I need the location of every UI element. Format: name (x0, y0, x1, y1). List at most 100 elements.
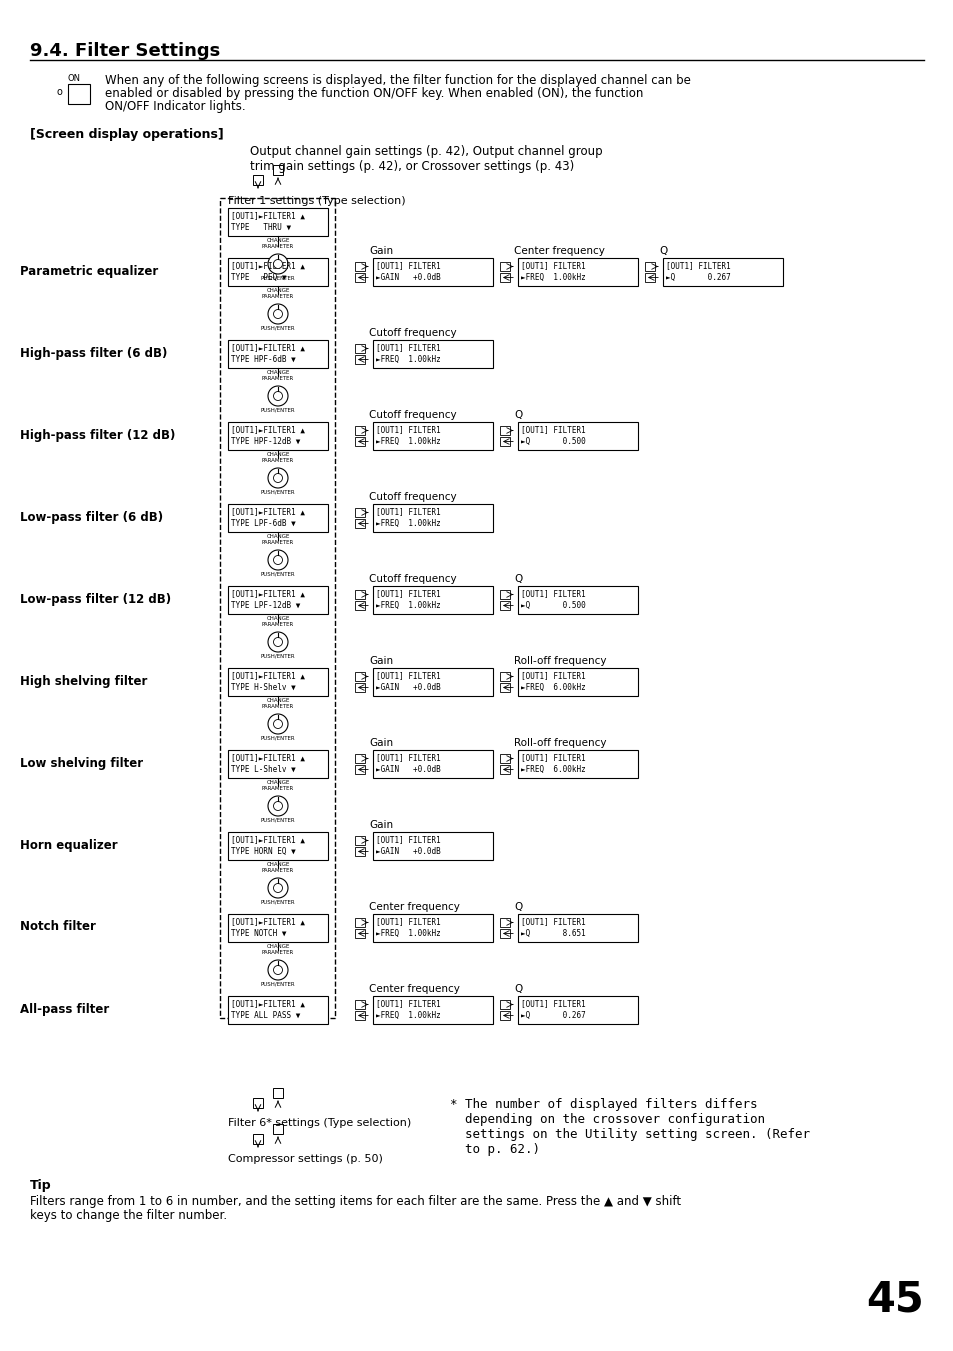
Bar (228, 996, 328, 1024)
Text: PUSH/ENTER: PUSH/ENTER (260, 898, 295, 904)
Text: PUSH/ENTER: PUSH/ENTER (260, 489, 295, 494)
Text: [OUT1]►FILTER1 ▲: [OUT1]►FILTER1 ▲ (231, 507, 305, 516)
Text: ►FREQ  1.00kHz: ►FREQ 1.00kHz (375, 1011, 440, 1020)
Text: TYPE HORN EQ ▼: TYPE HORN EQ ▼ (231, 847, 295, 857)
Text: ON: ON (68, 74, 81, 82)
Text: ►Q       0.267: ►Q 0.267 (665, 273, 730, 282)
Bar (499, 273, 510, 282)
Text: [OUT1]►FILTER1 ▲: [OUT1]►FILTER1 ▲ (231, 211, 305, 220)
Text: PUSH/ENTER: PUSH/ENTER (260, 817, 295, 821)
Bar (499, 1011, 510, 1020)
Text: High-pass filter (6 dB): High-pass filter (6 dB) (20, 346, 167, 359)
Bar (228, 832, 328, 861)
Text: CHANGE
PARAMETER: CHANGE PARAMETER (262, 534, 294, 544)
Text: Parametric equalizer: Parametric equalizer (20, 265, 158, 277)
Text: Low-pass filter (12 dB): Low-pass filter (12 dB) (20, 593, 171, 605)
Bar (499, 426, 510, 435)
Bar (228, 340, 328, 367)
Text: PUSH/ENTER: PUSH/ENTER (260, 735, 295, 740)
Text: ►FREQ  1.00kHz: ►FREQ 1.00kHz (520, 273, 585, 282)
Bar (355, 601, 365, 611)
Text: ►FREQ  1.00kHz: ►FREQ 1.00kHz (375, 929, 440, 938)
Circle shape (274, 638, 282, 647)
Text: [OUT1]►FILTER1 ▲: [OUT1]►FILTER1 ▲ (231, 917, 305, 925)
Text: Q: Q (659, 246, 666, 255)
Bar (253, 1133, 263, 1144)
Bar (355, 345, 365, 353)
Bar (228, 667, 328, 696)
Text: TYPE ALL PASS ▼: TYPE ALL PASS ▼ (231, 1011, 300, 1020)
Text: Gain: Gain (369, 657, 393, 666)
Text: TYPE LPF-12dB ▼: TYPE LPF-12dB ▼ (231, 601, 300, 611)
Bar (499, 671, 510, 681)
Text: PUSH/ENTER: PUSH/ENTER (260, 653, 295, 658)
Bar (662, 258, 782, 286)
Text: CHANGE
PARAMETER: CHANGE PARAMETER (262, 370, 294, 381)
Text: High-pass filter (12 dB): High-pass filter (12 dB) (20, 428, 175, 442)
Text: [Screen display operations]: [Screen display operations] (30, 128, 224, 141)
Text: [OUT1]►FILTER1 ▲: [OUT1]►FILTER1 ▲ (231, 426, 305, 434)
Circle shape (274, 473, 282, 482)
Text: ►GAIN   +0.0dB: ►GAIN +0.0dB (375, 684, 440, 692)
Circle shape (268, 632, 288, 653)
Text: Low shelving filter: Low shelving filter (20, 757, 143, 770)
Text: ►Q       8.651: ►Q 8.651 (520, 929, 585, 938)
Text: ►GAIN   +0.0dB: ►GAIN +0.0dB (375, 765, 440, 774)
Text: * The number of displayed filters differs
  depending on the crossover configura: * The number of displayed filters differ… (450, 1098, 809, 1156)
Bar (373, 258, 493, 286)
Text: Gain: Gain (369, 246, 393, 255)
Circle shape (268, 467, 288, 488)
Text: CHANGE
PARAMETER: CHANGE PARAMETER (262, 288, 294, 299)
Bar (373, 915, 493, 942)
Bar (355, 847, 365, 857)
Circle shape (268, 796, 288, 816)
Text: All-pass filter: All-pass filter (20, 1002, 110, 1016)
Bar (499, 684, 510, 692)
Bar (517, 915, 638, 942)
Bar (373, 667, 493, 696)
Bar (373, 832, 493, 861)
Text: When any of the following screens is displayed, the filter function for the disp: When any of the following screens is dis… (105, 74, 690, 86)
Text: [OUT1]►FILTER1 ▲: [OUT1]►FILTER1 ▲ (231, 671, 305, 680)
Bar (273, 165, 283, 176)
Bar (499, 917, 510, 927)
Bar (355, 262, 365, 272)
Text: keys to change the filter number.: keys to change the filter number. (30, 1209, 227, 1223)
Bar (355, 519, 365, 528)
Circle shape (274, 259, 282, 269)
Text: ►Q       0.267: ►Q 0.267 (520, 1011, 585, 1020)
Text: Roll-off frequency: Roll-off frequency (514, 738, 606, 748)
Text: Cutoff frequency: Cutoff frequency (369, 574, 456, 584)
Bar (273, 1088, 283, 1098)
Bar (517, 996, 638, 1024)
Text: [OUT1] FILTER1: [OUT1] FILTER1 (665, 261, 730, 270)
Text: ►FREQ  6.00kHz: ►FREQ 6.00kHz (520, 684, 585, 692)
Bar (355, 684, 365, 692)
Text: [OUT1] FILTER1: [OUT1] FILTER1 (375, 998, 440, 1008)
Text: [OUT1] FILTER1: [OUT1] FILTER1 (375, 507, 440, 516)
Circle shape (268, 386, 288, 407)
Text: TYPE HPF-12dB ▼: TYPE HPF-12dB ▼ (231, 436, 300, 446)
Bar (517, 586, 638, 613)
Bar (355, 765, 365, 774)
Bar (355, 836, 365, 844)
Text: PUSH/ENTER: PUSH/ENTER (260, 407, 295, 412)
Bar (355, 426, 365, 435)
Text: PUSH/ENTER: PUSH/ENTER (260, 981, 295, 986)
Text: CHANGE
PARAMETER: CHANGE PARAMETER (262, 944, 294, 955)
Text: CHANGE
PARAMETER: CHANGE PARAMETER (262, 780, 294, 790)
Bar (499, 765, 510, 774)
Bar (373, 750, 493, 778)
Text: [OUT1] FILTER1: [OUT1] FILTER1 (375, 426, 440, 434)
Bar (355, 436, 365, 446)
Bar (355, 917, 365, 927)
Text: [OUT1]►FILTER1 ▲: [OUT1]►FILTER1 ▲ (231, 589, 305, 598)
Circle shape (268, 550, 288, 570)
Text: 45: 45 (865, 1279, 923, 1321)
Bar (517, 258, 638, 286)
Bar (517, 750, 638, 778)
Text: Center frequency: Center frequency (514, 246, 604, 255)
Text: TYPE HPF-6dB ▼: TYPE HPF-6dB ▼ (231, 355, 295, 363)
Bar (273, 1124, 283, 1133)
Bar (499, 590, 510, 598)
